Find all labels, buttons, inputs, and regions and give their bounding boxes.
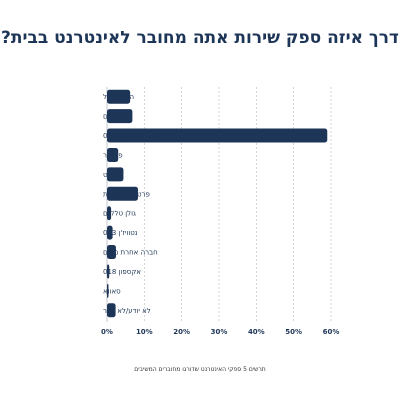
bar [107,206,112,221]
chart-title: דרך איזה ספק שירות אתה מחובר לאינטרנט בב… [1,28,399,48]
bar [107,264,110,279]
category-label: אקספון 018 [103,268,141,276]
bar [107,283,109,298]
x-tick-label: 0% [101,328,113,336]
category-label: פרטנר תקשורת [103,190,150,198]
category-label: לא יודע/לא זוכר [103,307,151,315]
bar [107,167,124,182]
category-label: הוט מובייל [103,93,134,101]
bar [107,225,113,240]
category-label: סלקום [103,113,123,121]
x-tick-label: 20% [173,328,190,336]
bar [107,147,119,162]
bar [107,128,328,143]
category-label: סאווא [103,287,121,295]
category-label: נטוויז'ן 013 [103,229,138,237]
category-label: פרטנר [103,151,123,159]
bar [107,245,116,260]
bar [107,303,116,318]
category-label: גולן טלקום [103,210,136,218]
chart-caption: תרשים 5 ספקי האינטרנט שדורגו מחוברים המש… [134,366,266,373]
category-label: בזק בינלאומי 014 [103,132,158,140]
bar [107,186,138,201]
bar [107,89,131,104]
x-tick-label: 60% [323,328,340,336]
x-tick-label: 10% [136,328,153,336]
x-tick-label: 50% [285,328,302,336]
category-label: חברה אחרת מינים [103,249,158,257]
x-tick-label: 30% [211,328,228,336]
category-label: הוט נט [103,171,124,179]
bar [107,109,133,124]
x-tick-label: 40% [248,328,265,336]
